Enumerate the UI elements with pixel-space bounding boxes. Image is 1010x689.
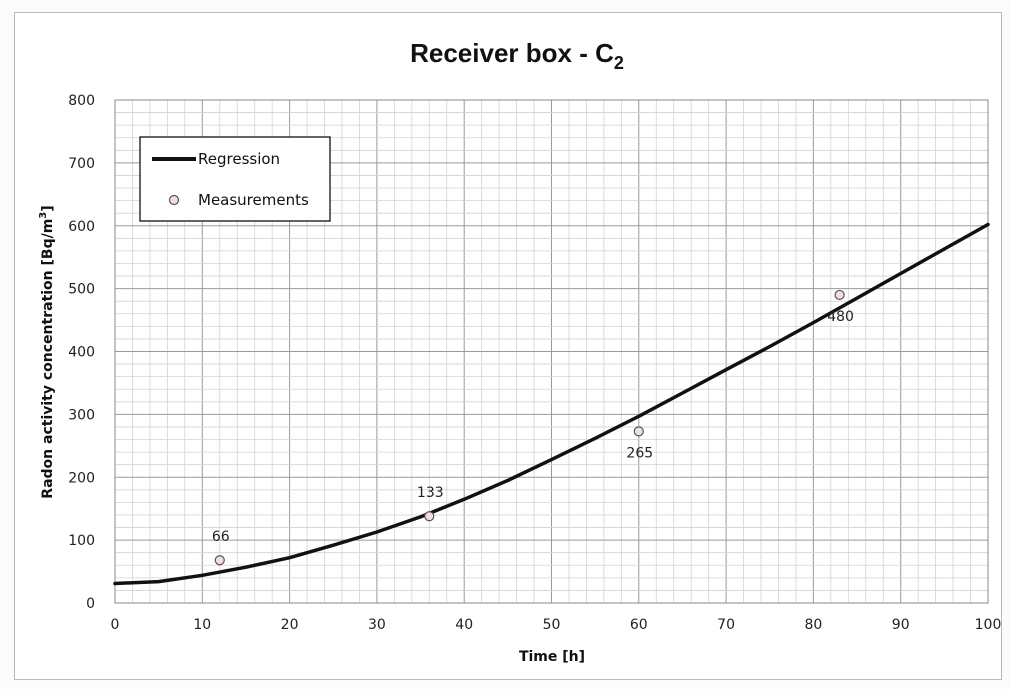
measurement-point: [424, 511, 435, 522]
legend-measurements-label: Measurements: [198, 191, 309, 209]
measurement-label: 133: [417, 485, 444, 501]
chart-title-subscript: 2: [614, 53, 624, 73]
y-tick-labels: 0 100 200 300 400 500 600 700 800: [68, 93, 95, 612]
y-tick-label: 300: [68, 407, 95, 423]
chart-title-main: Receiver box - C: [410, 38, 614, 68]
y-tick-label: 700: [68, 156, 95, 172]
y-tick-label: 800: [68, 93, 95, 109]
x-tick-label: 10: [193, 617, 211, 633]
x-tick-label: 40: [455, 617, 473, 633]
legend: Regression Measurements: [139, 136, 331, 222]
x-tick-label: 0: [111, 617, 120, 633]
legend-measurements-marker: [168, 194, 180, 206]
y-tick-label: 0: [86, 596, 95, 612]
y-tick-label: 400: [68, 345, 95, 361]
x-tick-label: 60: [630, 617, 648, 633]
y-tick-label: 100: [68, 533, 95, 549]
y-axis-title-main: Radon activity concentration [Bq/m: [40, 219, 56, 499]
plot-area-border: [114, 99, 989, 604]
x-axis-title: Time [h]: [519, 649, 585, 665]
y-tick-label: 200: [68, 470, 95, 486]
x-tick-label: 90: [892, 617, 910, 633]
y-axis-title-tail: ]: [40, 205, 56, 211]
x-tick-label: 70: [717, 617, 735, 633]
regression-line: [113, 222, 990, 586]
y-tick-label: 500: [68, 282, 95, 298]
y-axis-title-superscript: 3: [38, 212, 49, 219]
plot-series: 66 133 265 480: [113, 222, 990, 586]
x-tick-label: 100: [975, 617, 1002, 633]
measurement-point: [214, 555, 225, 566]
measurement-point: [834, 289, 845, 301]
legend-regression-label: Regression: [198, 150, 280, 168]
measurement-label: 480: [827, 309, 854, 325]
x-tick-labels: 0 10 20 30 40 50 60 70 80 90 100: [111, 617, 1002, 633]
y-tick-label: 600: [68, 219, 95, 235]
chart-frame: [14, 12, 1002, 680]
measurement-point: [633, 426, 644, 437]
measurement-label: 66: [212, 529, 230, 545]
x-tick-label: 30: [368, 617, 386, 633]
x-tick-label: 80: [804, 617, 822, 633]
chart-title: Receiver box - C2: [410, 38, 624, 73]
x-tick-label: 20: [281, 617, 299, 633]
x-tick-label: 50: [543, 617, 561, 633]
y-axis-title: Radon activity concentration [Bq/m3]: [38, 205, 56, 498]
legend-box: [139, 136, 331, 222]
measurement-label: 265: [626, 445, 653, 461]
